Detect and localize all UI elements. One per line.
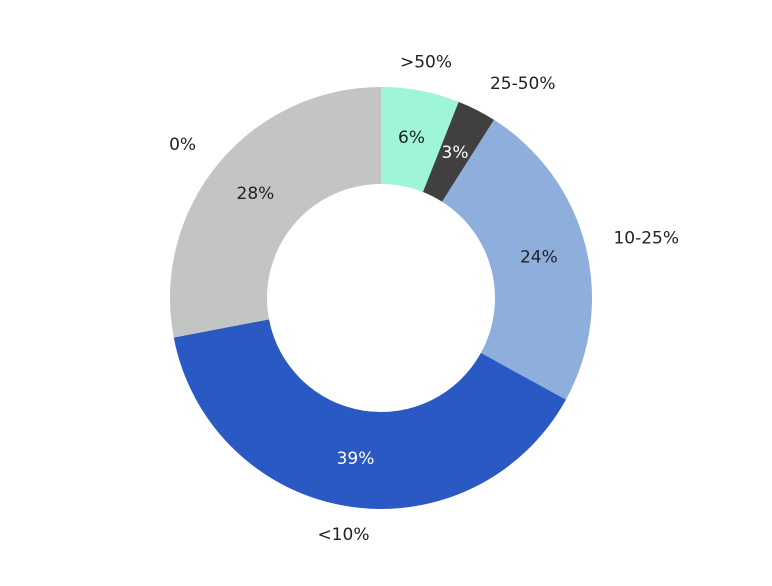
slice [422, 101, 495, 202]
slice [442, 119, 592, 400]
value-label: 6% [398, 128, 425, 148]
category-label: <10% [317, 525, 369, 545]
value-label: 3% [442, 143, 469, 163]
category-label: 0% [169, 135, 196, 155]
value-label: 39% [337, 449, 375, 469]
value-label: 24% [520, 247, 558, 267]
category-label: >50% [400, 52, 452, 72]
value-label: 28% [237, 184, 275, 204]
category-label: 10-25% [613, 228, 679, 248]
slice [381, 87, 459, 193]
slice [173, 319, 566, 510]
category-label: 25-50% [490, 74, 556, 94]
slice [170, 87, 381, 338]
